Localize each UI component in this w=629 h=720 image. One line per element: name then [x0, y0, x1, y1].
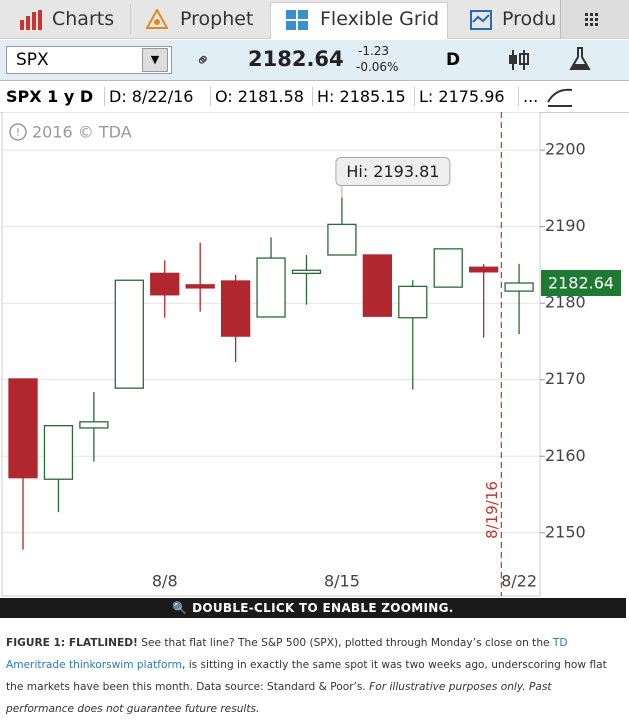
- zoom-bar[interactable]: 🔍 DOUBLE-CLICK TO ENABLE ZOOMING.: [0, 598, 626, 618]
- grid-icon: [286, 10, 308, 30]
- y-tick-label: 2160: [545, 446, 586, 465]
- chart-header: SPX 1 y D D: 8/22/16 O: 2181.58 H: 2185.…: [0, 82, 629, 113]
- zoom-text: DOUBLE-CLICK TO ENABLE ZOOMING.: [192, 601, 454, 615]
- net-change: -1.23: [358, 44, 390, 58]
- y-tick-label: 2190: [545, 216, 586, 235]
- tab-bar: Charts Prophet Flexible Grid Produ: [0, 0, 629, 39]
- tab[interactable]: Charts: [52, 8, 115, 30]
- candle-body: [256, 257, 286, 318]
- candle-body: [114, 279, 144, 389]
- watermark: 2016 © TDA: [32, 123, 132, 142]
- tab[interactable]: Produ: [502, 8, 557, 30]
- chart-title: SPX 1 y D: [6, 87, 94, 106]
- header-high: H: 2185.15: [312, 87, 406, 106]
- menu-icon: [585, 13, 598, 26]
- divider: [130, 4, 131, 34]
- candle-body: [362, 254, 393, 317]
- y-tick-label: 2200: [545, 140, 586, 159]
- plot-area: [1, 112, 541, 597]
- candle-body: [43, 425, 74, 480]
- products-icon: [470, 10, 492, 30]
- candle-body: [8, 378, 38, 479]
- candle-body: [150, 272, 180, 296]
- period[interactable]: D: [446, 50, 461, 70]
- last-price-tag: [541, 270, 621, 296]
- menu-button[interactable]: [560, 0, 629, 38]
- caption-text: See that flat line? The S&P 500 (SPX), p…: [137, 637, 553, 649]
- header-low: L: 2175.96: [414, 87, 505, 106]
- drawing-icon[interactable]: [546, 86, 574, 108]
- header-more[interactable]: ...: [518, 87, 538, 106]
- x-tick-label: 8/22: [501, 572, 537, 591]
- caption-text: , is sitting in exactly the same spot it…: [6, 659, 607, 693]
- candle-body: [185, 284, 215, 289]
- tab[interactable]: Flexible Grid: [320, 8, 440, 30]
- x-tick-label: 8/8: [152, 572, 178, 591]
- caption: FIGURE 1: FLATLINED! See that flat line?…: [6, 632, 616, 720]
- tab[interactable]: Prophet: [180, 8, 254, 30]
- candle-body: [433, 248, 463, 288]
- candle-body: [327, 223, 357, 256]
- date-marker-label: 8/19/16: [483, 481, 501, 539]
- watermark-icon: [9, 123, 27, 141]
- candle-body: [468, 266, 499, 273]
- studies-icon[interactable]: [568, 46, 592, 72]
- symbol: SPX: [16, 50, 49, 70]
- header-date: D: 8/22/16: [104, 87, 193, 106]
- callout-box: [335, 157, 451, 187]
- chart-style-icon[interactable]: [508, 48, 530, 72]
- last-price-label: 2182.64: [548, 274, 614, 293]
- caption-note: For illustrative purposes only. Past per…: [6, 681, 552, 715]
- symbol-dropdown[interactable]: ▼: [142, 48, 168, 72]
- chart: ! 2016 © TDA 2150 2160 2170 2180 2190 2200 8/1…: [1, 112, 621, 597]
- header-open: O: 2181.58: [210, 87, 304, 106]
- prophet-icon: [146, 9, 168, 29]
- candle-body: [220, 280, 251, 337]
- caption-link[interactable]: TD Ameritrade thinkorswim platform: [6, 637, 568, 671]
- toolbar: SPX ▼ ⚭ 2182.64 -1.23 -0.06% D: [0, 40, 629, 81]
- active-tab[interactable]: [270, 2, 448, 39]
- link-icon[interactable]: ⚭: [190, 47, 217, 74]
- last-price: 2182.64: [248, 47, 344, 71]
- candle-body: [79, 421, 109, 429]
- y-tick-label: 2150: [545, 522, 586, 541]
- watermark-icon-mark: !: [16, 126, 20, 139]
- candle-body: [291, 269, 322, 275]
- y-tick-label: 2180: [545, 293, 586, 312]
- x-tick-label: 8/15: [324, 572, 360, 591]
- y-tick-label: 2170: [545, 369, 586, 388]
- caption-lead: FIGURE 1: FLATLINED!: [6, 637, 138, 649]
- percent-change: -0.06%: [356, 60, 399, 74]
- candle-body: [504, 282, 534, 292]
- charts-icon: [20, 10, 42, 30]
- high-label: Hi: 2193.81: [346, 162, 439, 181]
- candle-body: [398, 285, 428, 319]
